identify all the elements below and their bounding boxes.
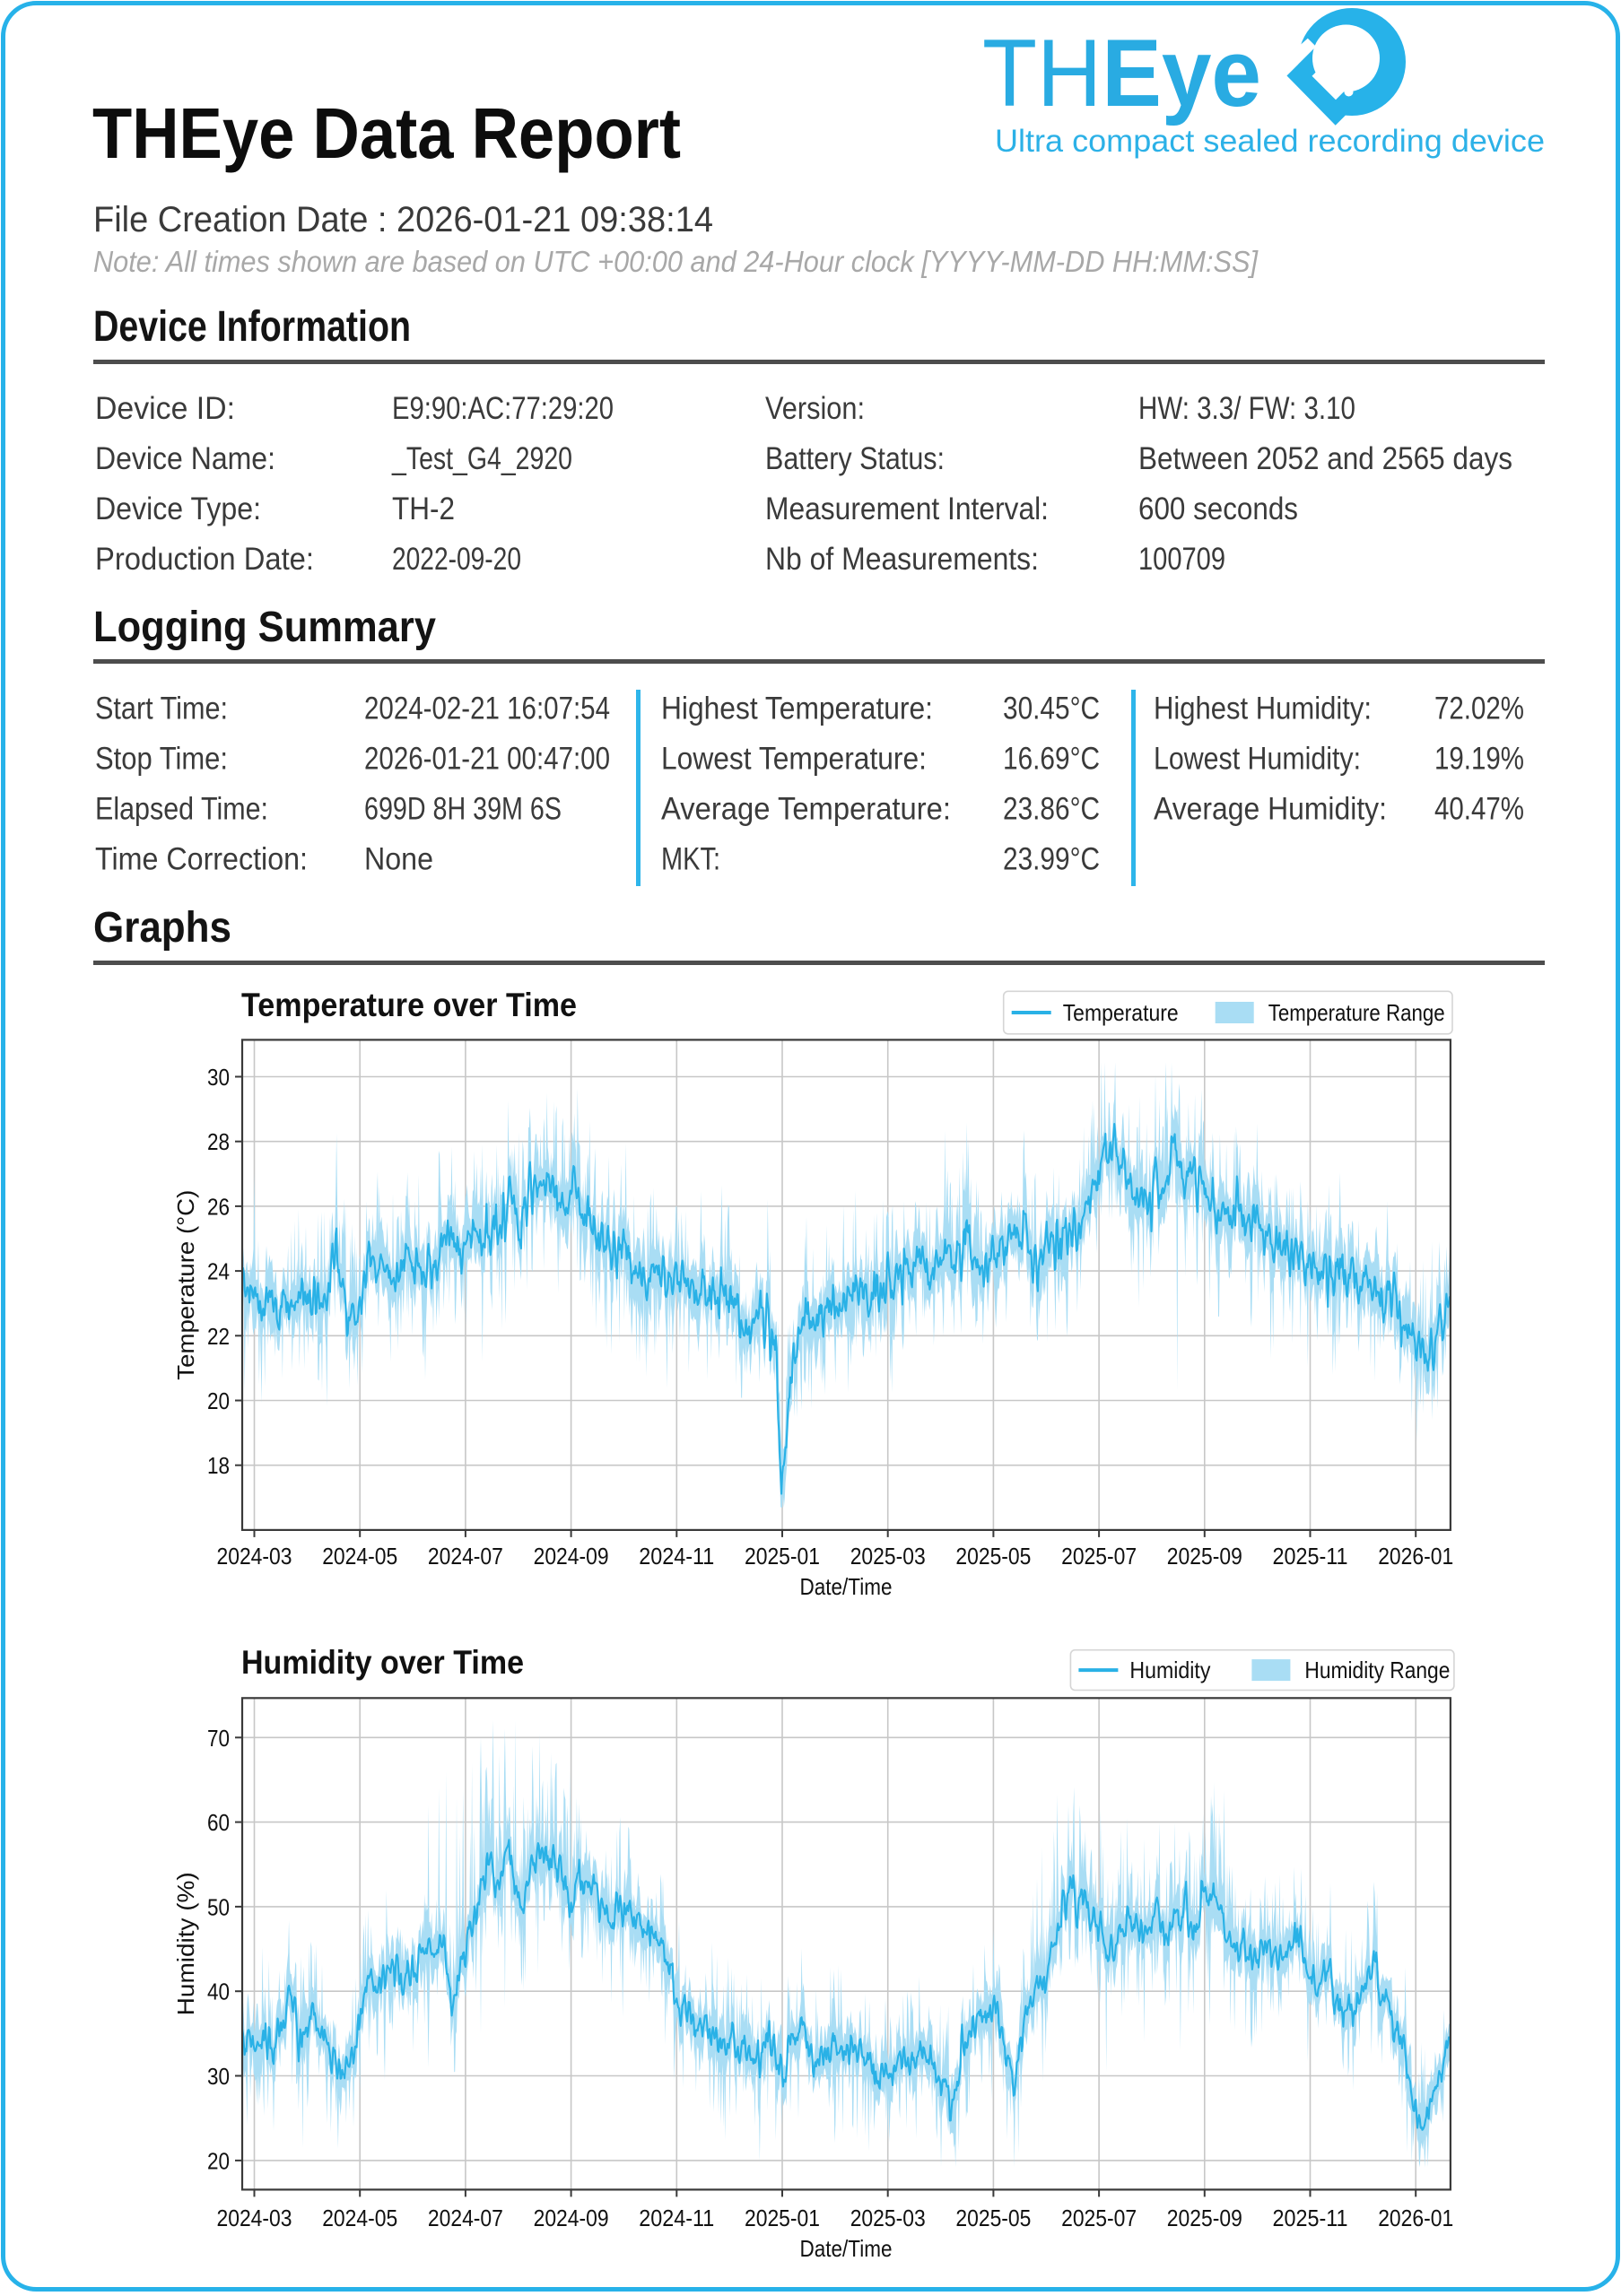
svg-text:Time Correction:: Time Correction: <box>95 841 308 876</box>
svg-text:2024-03: 2024-03 <box>217 2205 292 2231</box>
svg-text:Date/Time: Date/Time <box>800 1573 893 1600</box>
svg-text:2025-09: 2025-09 <box>1167 2205 1242 2231</box>
svg-text:Lowest Humidity:: Lowest Humidity: <box>1154 742 1361 777</box>
svg-text:40.47%: 40.47% <box>1434 791 1524 826</box>
svg-text:30: 30 <box>207 1064 230 1091</box>
svg-text:Version:: Version: <box>765 391 865 426</box>
svg-text:Humidity Range: Humidity Range <box>1304 1657 1450 1683</box>
svg-text:Lowest Temperature:: Lowest Temperature: <box>661 742 927 777</box>
svg-text:Elapsed Time:: Elapsed Time: <box>95 791 268 826</box>
svg-text:Logging Summary: Logging Summary <box>93 604 436 651</box>
svg-text:2025-03: 2025-03 <box>850 1543 926 1570</box>
svg-text:TH-2: TH-2 <box>392 491 455 526</box>
svg-text:2025-01: 2025-01 <box>745 1543 820 1570</box>
svg-text:Start Time:: Start Time: <box>95 691 228 726</box>
svg-text:2024-11: 2024-11 <box>639 1543 714 1570</box>
svg-text:26: 26 <box>207 1193 230 1220</box>
svg-text:File Creation Date : 2026-01-2: File Creation Date : 2026-01-21 09:38:14 <box>93 200 713 239</box>
svg-text:2024-03: 2024-03 <box>217 1543 292 1570</box>
svg-text:Temperature over Time: Temperature over Time <box>241 987 577 1023</box>
svg-text:2025-07: 2025-07 <box>1061 1543 1137 1570</box>
svg-text:24: 24 <box>207 1258 230 1285</box>
svg-text:2026-01-21 00:47:00: 2026-01-21 00:47:00 <box>364 742 610 777</box>
svg-text:18: 18 <box>207 1452 230 1479</box>
svg-text:2026-01: 2026-01 <box>1378 1543 1453 1570</box>
svg-text:100709: 100709 <box>1138 542 1225 577</box>
svg-text:2025-03: 2025-03 <box>850 2205 926 2231</box>
svg-text:60: 60 <box>207 1809 230 1836</box>
svg-text:16.69°C: 16.69°C <box>1003 742 1100 777</box>
svg-text:30: 30 <box>207 2063 230 2090</box>
svg-text:Nb of Measurements:: Nb of Measurements: <box>765 542 1039 577</box>
svg-text:Device Information: Device Information <box>93 303 411 351</box>
svg-text:Battery Status:: Battery Status: <box>765 441 945 476</box>
svg-text:28: 28 <box>207 1128 230 1155</box>
svg-text:40: 40 <box>207 1979 230 2005</box>
svg-text:Humidity (%): Humidity (%) <box>172 1872 199 2015</box>
svg-text:30.45°C: 30.45°C <box>1003 691 1100 726</box>
svg-text:Humidity over Time: Humidity over Time <box>241 1644 524 1681</box>
svg-text:2024-07: 2024-07 <box>428 1543 503 1570</box>
svg-text:20: 20 <box>207 2147 230 2174</box>
svg-text:Highest Humidity:: Highest Humidity: <box>1154 691 1372 726</box>
svg-text:Ultra compact sealed recording: Ultra compact sealed recording device <box>995 124 1545 159</box>
svg-text:23.99°C: 23.99°C <box>1003 841 1100 876</box>
svg-text:2025-07: 2025-07 <box>1061 2205 1137 2231</box>
svg-text:Humidity: Humidity <box>1129 1657 1210 1683</box>
svg-text:Highest Temperature:: Highest Temperature: <box>661 691 933 726</box>
svg-text:2024-05: 2024-05 <box>322 2205 397 2231</box>
svg-text:2025-01: 2025-01 <box>745 2205 820 2231</box>
svg-text:2025-05: 2025-05 <box>955 1543 1031 1570</box>
svg-text:22: 22 <box>207 1323 230 1350</box>
svg-text:Device Type:: Device Type: <box>95 491 261 526</box>
svg-text:THEye: THEye <box>982 19 1261 126</box>
svg-text:MKT:: MKT: <box>661 841 720 876</box>
svg-text:Temperature: Temperature <box>1063 999 1179 1026</box>
svg-text:Production Date:: Production Date: <box>95 542 314 577</box>
svg-text:2024-09: 2024-09 <box>534 2205 609 2231</box>
svg-text:Average Temperature:: Average Temperature: <box>661 791 951 826</box>
svg-text:Temperature Range: Temperature Range <box>1268 999 1445 1026</box>
svg-text:2024-05: 2024-05 <box>322 1543 397 1570</box>
svg-text:2025-11: 2025-11 <box>1273 2205 1348 2231</box>
svg-text:2025-09: 2025-09 <box>1167 1543 1242 1570</box>
svg-text:None: None <box>364 841 433 876</box>
svg-text:Measurement Interval:: Measurement Interval: <box>765 491 1049 526</box>
svg-text:50: 50 <box>207 1893 230 1920</box>
svg-text:20: 20 <box>207 1387 230 1414</box>
svg-text:Average Humidity:: Average Humidity: <box>1154 791 1387 826</box>
svg-text:2025-11: 2025-11 <box>1273 1543 1348 1570</box>
svg-text:THEye Data Report: THEye Data Report <box>92 93 681 173</box>
svg-text:2024-02-21 16:07:54: 2024-02-21 16:07:54 <box>364 691 610 726</box>
svg-text:23.86°C: 23.86°C <box>1003 791 1100 826</box>
svg-text:Note: All times shown are base: Note: All times shown are based on UTC +… <box>93 245 1259 278</box>
svg-text:Graphs: Graphs <box>93 904 231 952</box>
svg-text:Stop Time:: Stop Time: <box>95 742 228 777</box>
svg-text:2024-11: 2024-11 <box>639 2205 714 2231</box>
svg-text:2025-05: 2025-05 <box>955 2205 1031 2231</box>
svg-text:Device ID:: Device ID: <box>95 391 235 426</box>
svg-text:Date/Time: Date/Time <box>800 2235 893 2262</box>
svg-text:70: 70 <box>207 1725 230 1752</box>
svg-text:Temperature (°C): Temperature (°C) <box>172 1190 199 1380</box>
svg-text:HW: 3.3/ FW: 3.10: HW: 3.3/ FW: 3.10 <box>1138 391 1355 426</box>
svg-text:19.19%: 19.19% <box>1434 742 1524 777</box>
svg-text:E9:90:AC:77:29:20: E9:90:AC:77:29:20 <box>392 391 614 426</box>
svg-text:2026-01: 2026-01 <box>1378 2205 1453 2231</box>
svg-text:600 seconds: 600 seconds <box>1138 491 1298 526</box>
svg-text:699D 8H 39M 6S: 699D 8H 39M 6S <box>364 791 562 826</box>
svg-text:2022-09-20: 2022-09-20 <box>392 542 521 577</box>
svg-text:Device Name:: Device Name: <box>95 441 275 476</box>
svg-text:Between 2052 and 2565 days: Between 2052 and 2565 days <box>1138 441 1512 476</box>
svg-text:2024-07: 2024-07 <box>428 2205 503 2231</box>
svg-text:_Test_G4_2920: _Test_G4_2920 <box>391 441 572 476</box>
svg-text:72.02%: 72.02% <box>1434 691 1524 726</box>
svg-text:2024-09: 2024-09 <box>534 1543 609 1570</box>
